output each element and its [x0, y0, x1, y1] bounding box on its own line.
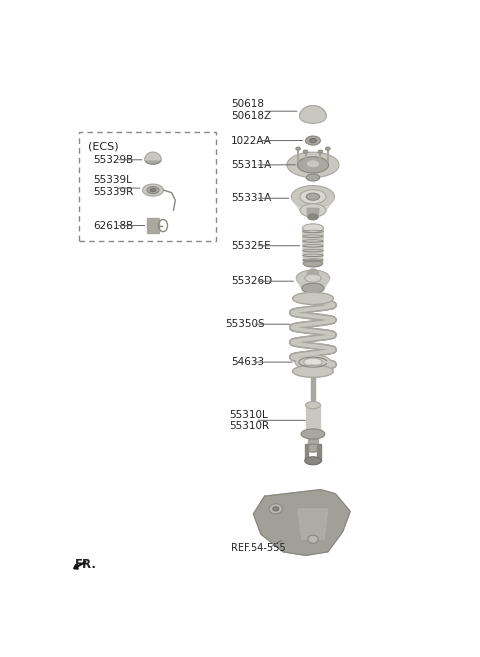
Text: 55311A: 55311A: [231, 160, 271, 170]
Polygon shape: [317, 444, 321, 461]
Ellipse shape: [287, 152, 339, 177]
Polygon shape: [291, 198, 335, 210]
Text: 55325E: 55325E: [231, 240, 271, 251]
Ellipse shape: [295, 355, 331, 370]
Ellipse shape: [308, 214, 318, 220]
Polygon shape: [308, 436, 318, 445]
Ellipse shape: [300, 204, 326, 217]
Ellipse shape: [145, 155, 161, 164]
Text: 54633: 54633: [231, 357, 264, 367]
Ellipse shape: [143, 184, 163, 196]
Ellipse shape: [296, 147, 300, 150]
Text: 55350S: 55350S: [226, 319, 265, 329]
Text: FR.: FR.: [75, 558, 97, 571]
Ellipse shape: [296, 270, 330, 286]
Ellipse shape: [150, 189, 156, 192]
Ellipse shape: [269, 504, 282, 514]
Ellipse shape: [300, 190, 326, 204]
Text: REF.54-555: REF.54-555: [231, 543, 286, 553]
Text: 55331A: 55331A: [231, 193, 271, 203]
Text: 55326D: 55326D: [231, 276, 272, 286]
Ellipse shape: [310, 139, 316, 143]
Ellipse shape: [147, 187, 159, 194]
Polygon shape: [307, 208, 319, 217]
Text: 55310L
55310R: 55310L 55310R: [229, 409, 269, 431]
Ellipse shape: [297, 157, 329, 173]
Ellipse shape: [306, 401, 321, 409]
Ellipse shape: [273, 507, 279, 511]
Polygon shape: [145, 152, 161, 160]
Polygon shape: [296, 280, 330, 288]
Polygon shape: [253, 489, 350, 555]
Polygon shape: [305, 165, 321, 177]
Text: 50618
50618Z: 50618 50618Z: [231, 99, 271, 121]
Polygon shape: [147, 218, 158, 233]
Ellipse shape: [303, 260, 323, 267]
Ellipse shape: [304, 358, 322, 366]
Text: 55339L
55339R: 55339L 55339R: [94, 175, 134, 197]
Ellipse shape: [305, 457, 321, 465]
Polygon shape: [311, 373, 315, 407]
Ellipse shape: [303, 150, 308, 153]
Ellipse shape: [300, 110, 326, 124]
Polygon shape: [302, 228, 324, 263]
Polygon shape: [298, 509, 328, 539]
Ellipse shape: [301, 429, 325, 439]
Ellipse shape: [292, 292, 334, 304]
Polygon shape: [307, 269, 319, 274]
Text: (ECS): (ECS): [88, 141, 119, 151]
Ellipse shape: [302, 224, 324, 233]
Ellipse shape: [306, 444, 321, 452]
Ellipse shape: [306, 160, 320, 168]
Ellipse shape: [291, 185, 335, 208]
Ellipse shape: [325, 147, 330, 150]
Ellipse shape: [306, 193, 320, 200]
Ellipse shape: [306, 174, 320, 181]
Text: 55329B: 55329B: [94, 155, 134, 165]
Ellipse shape: [308, 434, 318, 439]
Polygon shape: [300, 106, 326, 117]
Ellipse shape: [306, 136, 321, 145]
Polygon shape: [305, 444, 309, 461]
Text: 1022AA: 1022AA: [231, 135, 272, 146]
Ellipse shape: [292, 365, 334, 377]
Text: 62618B: 62618B: [94, 221, 134, 231]
Polygon shape: [305, 405, 321, 436]
Ellipse shape: [306, 432, 321, 439]
Ellipse shape: [302, 283, 324, 293]
Ellipse shape: [308, 535, 318, 543]
Ellipse shape: [318, 150, 323, 153]
Ellipse shape: [305, 274, 321, 283]
